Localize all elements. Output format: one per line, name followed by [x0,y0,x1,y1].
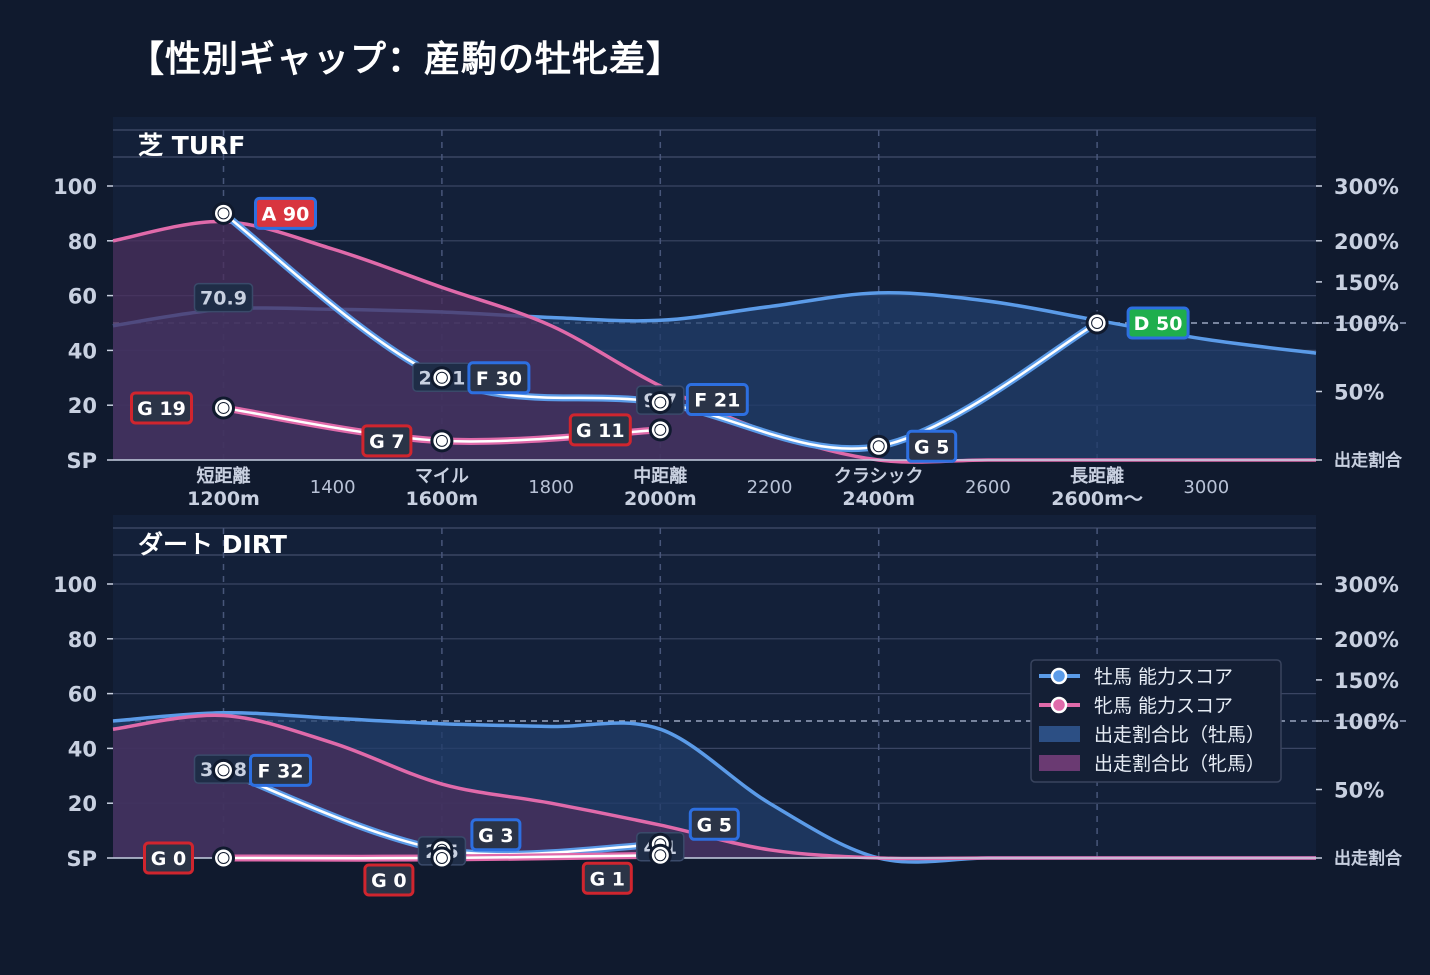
y2-tick-label: 50% [1334,779,1384,803]
y-tick-label: 60 [68,683,97,707]
legend-box [1030,659,1282,783]
grade-badge [470,818,522,852]
legend-area-swatch [1039,726,1080,742]
grade-badge-text: G 0 [371,870,406,892]
grade-badge [467,361,531,395]
point-dot [218,853,229,863]
grade-badge-text: G 11 [576,420,625,442]
grade-badge-text: A 90 [262,203,310,225]
point-dot [873,441,884,452]
grade-badge [688,807,740,841]
legend-label: 出走割合比（牡馬） [1094,724,1265,746]
x-tick-sublabel: 1600m [406,488,479,510]
y-tick-label: 60 [68,285,97,309]
grade-badge-text: F 32 [257,760,303,782]
grade-badge [363,863,415,897]
point-dot [218,765,229,776]
grade-badge [1126,306,1190,340]
x-tick-label: 長距離 [1070,465,1124,487]
grade-badge [254,196,317,230]
x-tick-label: 2600 [965,477,1011,498]
grade-badge-text: G 5 [914,436,949,458]
legend-label: 牡馬 能力スコア [1094,666,1233,688]
y2-tick-label: 200% [1334,230,1399,254]
grade-badge-text: G 7 [369,431,404,453]
y2-tick-label: 300% [1334,175,1399,199]
legend-point-swatch [1050,696,1068,714]
x-tick-label: 2200 [747,477,793,498]
x-tick-sublabel: 2600m〜 [1051,488,1143,510]
y2-tick-label: 50% [1334,381,1384,405]
y-tick-label: SP [66,847,97,871]
x-tick-label: 3000 [1183,477,1229,498]
chart-panel-dirt: ダート DIRT SP 20 40 60 80 100 出走割合 50% 100% 150% 200%… [53,515,1406,897]
x-tick-label: 中距離 [633,465,687,487]
y-tick-label: 100 [53,175,97,199]
area-female [113,715,1316,859]
x-tick-sublabel: 2000m [624,488,697,510]
y2-tick-label: 出走割合 [1334,848,1403,869]
y-tick-label: 20 [68,394,97,418]
legend-area-swatch [1039,755,1080,771]
point-dot [655,424,666,435]
grade-badge [143,841,194,875]
grade-badge-text: D 50 [1134,313,1183,335]
x-tick-sublabel: 1200m [187,488,260,510]
y-tick-label: 40 [68,339,97,363]
point-dot [218,402,229,413]
y2-tick-label: 200% [1334,628,1399,652]
y-tick-label: 80 [68,230,97,254]
point-dot [218,208,229,219]
chart-panel-turf: 芝 TURF SP 20 40 60 80 100 出走割合 50% 100% 150% 200% 30… [53,117,1406,510]
gap-label-box [193,282,254,313]
grade-badge-text: G 0 [151,848,186,870]
x-tick-label: 短距離 [197,465,251,487]
point-dot [436,372,447,383]
grade-badge [130,391,193,425]
point-dot [655,850,666,861]
panel-title: 芝 TURF [138,131,245,160]
grade-badge-text: F 30 [476,368,522,390]
legend-point-swatch [1050,667,1068,685]
grade-badge [906,429,958,463]
y-tick-label: 20 [68,792,97,816]
x-tick-label: 1800 [528,477,574,498]
y2-tick-label: 150% [1334,669,1399,693]
grade-badge [568,413,632,447]
x-tick-sublabel: 2400m [842,488,915,510]
panel-title: ダート DIRT [138,530,287,559]
x-tick-label: クラシック [834,466,924,487]
y-tick-label: 100 [53,573,97,597]
y-tick-label: 80 [68,628,97,652]
legend-label: 出走割合比（牝馬） [1094,753,1265,775]
grade-badge [685,382,749,416]
grade-badge-text: G 1 [590,868,625,890]
y-tick-label: 40 [68,737,97,761]
grade-badge-text: G 19 [137,398,186,420]
y2-tick-label: 150% [1334,271,1399,295]
point-dot [1092,318,1103,328]
y2-tick-label: 300% [1334,573,1399,597]
grade-badge [249,753,312,787]
y-tick-label: SP [66,449,97,473]
grade-badge-text: G 3 [478,825,513,847]
gap-label: 70.9 [200,288,247,310]
point-dot [436,853,447,863]
grade-badge [361,424,413,458]
legend-label: 牝馬 能力スコア [1094,695,1233,717]
page-title: 【性別ギャップ：産駒の牡牝差】 [128,39,684,80]
x-tick-label: 1400 [310,477,356,498]
point-dot [655,397,666,408]
x-tick-label: マイル [415,466,469,487]
y2-tick-label: 100% [1334,312,1399,336]
grade-badge [581,861,633,895]
grade-badge-text: G 5 [697,814,732,836]
grade-badge-text: F 21 [694,389,740,411]
y2-tick-label: 100% [1334,710,1399,734]
area-female [113,221,1316,463]
y2-tick-label: 出走割合 [1334,450,1403,471]
point-dot [436,435,447,446]
